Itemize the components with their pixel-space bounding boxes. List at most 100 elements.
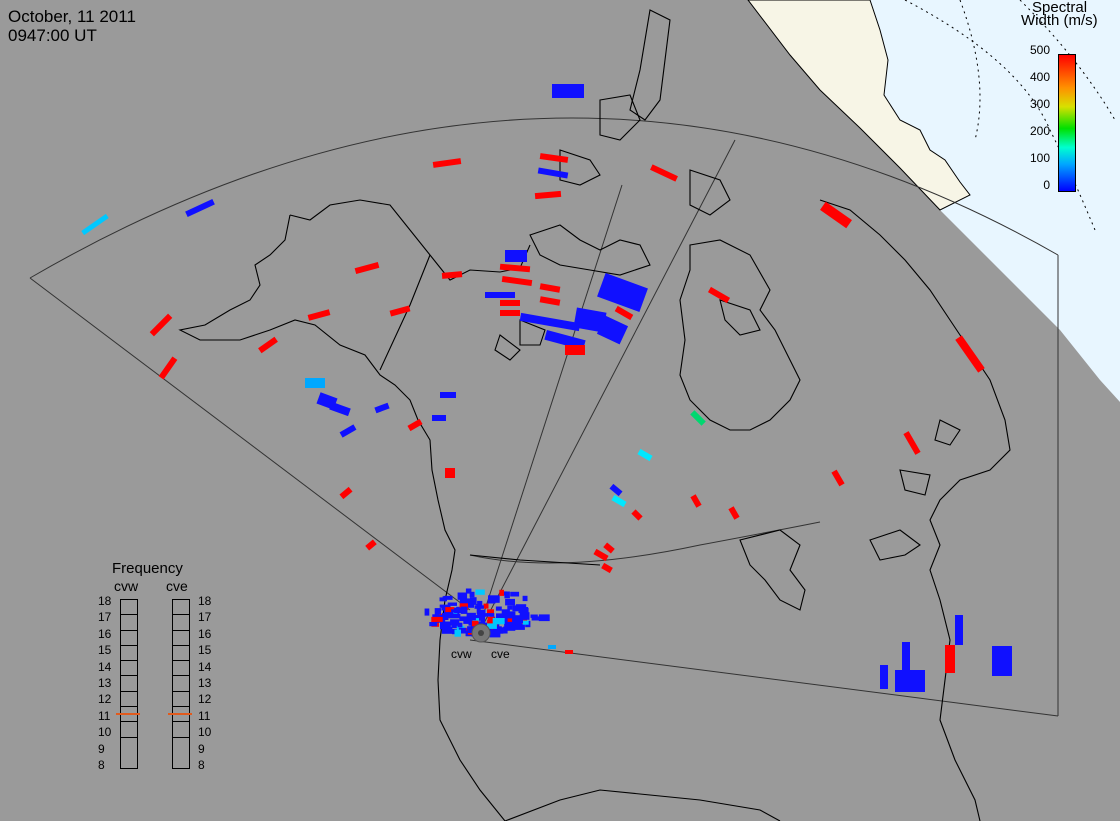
time-label: 0947:00 UT (8, 26, 97, 45)
radar-return-cell (504, 621, 510, 626)
radar-return-cell (429, 622, 438, 627)
radar-return-cell (442, 612, 449, 620)
frequency-bar-cve (172, 599, 190, 769)
radar-return-cell (537, 167, 569, 179)
radar-return-cell (493, 627, 504, 634)
frequency-scale-label: 10 (98, 725, 112, 740)
radar-return-cell (565, 345, 585, 355)
radar-return-cell (503, 626, 508, 634)
radar-return-cell (565, 650, 573, 654)
radar-return-cell (458, 627, 467, 634)
radar-return-cell (515, 604, 527, 611)
frequency-scale-label: 14 (98, 659, 112, 674)
radar-return-cell (880, 665, 888, 689)
radar-return-cell (480, 618, 486, 626)
radar-return-cell (531, 616, 543, 621)
frequency-cell (121, 692, 137, 708)
radar-return-cell (475, 589, 485, 595)
radar-return-cell (445, 607, 455, 613)
radar-return-cell (469, 591, 475, 598)
radar-return-cell (707, 286, 731, 304)
radar-return-cell (505, 598, 515, 606)
radar-return-cell (597, 273, 648, 312)
radar-return-cell (442, 596, 453, 600)
radar-return-cell (445, 468, 455, 478)
radar-return-cell (389, 305, 411, 317)
frequency-scale-label: 11 (98, 708, 111, 723)
frequency-marker-cve (168, 712, 192, 715)
radar-return-cell (499, 263, 531, 273)
frequency-radar-cve: cve (166, 578, 188, 594)
radar-return-cell (500, 310, 520, 316)
radar-return-cell (439, 604, 445, 608)
radar-return-cell (603, 542, 615, 554)
frequency-scale-label: 12 (98, 692, 112, 707)
colorbar-unit: Width (m/s) (1021, 12, 1098, 29)
greenland-coast (747, 0, 971, 211)
radar-return-cell (522, 620, 529, 625)
radar-return-cell (509, 611, 516, 619)
frequency-cell (173, 707, 189, 723)
radar-return-cell (432, 158, 462, 168)
frequency-marker-cvw (116, 712, 140, 715)
radar-return-cell (450, 619, 460, 625)
frequency-cell (173, 631, 189, 646)
radar-return-cell (460, 606, 468, 614)
frequency-cell (173, 692, 189, 708)
radar-returns (81, 84, 1012, 692)
radar-return-cell (487, 619, 498, 627)
frequency-cell (173, 676, 189, 692)
frequency-cell (121, 646, 137, 662)
frequency-scale-label: 17 (198, 610, 212, 625)
radar-return-cell (307, 309, 331, 321)
colorbar-tick: 0 (1043, 178, 1050, 192)
radar-return-cell (492, 618, 505, 624)
frequency-cell (121, 676, 137, 692)
colorbar-tick: 300 (1029, 97, 1050, 111)
radar-return-cell (185, 198, 215, 218)
radar-return-cell (471, 620, 479, 627)
radar-return-cell (504, 624, 516, 631)
radar-return-cell (485, 613, 495, 617)
radar-return-cell (477, 610, 485, 618)
frequency-title: Frequency (112, 560, 183, 577)
radar-return-cell (468, 602, 474, 608)
frequency-cell (121, 631, 137, 646)
radar-return-cell (339, 424, 357, 438)
radar-return-cell (466, 612, 476, 621)
frequency-cell (173, 646, 189, 662)
frequency-cell (173, 661, 189, 677)
radar-return-cell (509, 615, 521, 621)
radar-return-cell (487, 623, 497, 629)
frequency-cell (121, 738, 137, 753)
frequency-scale-label: 16 (98, 626, 112, 641)
radar-label-west: cvw (451, 647, 472, 661)
radar-return-cell (530, 614, 538, 618)
colorbar-title: Spectral (1032, 0, 1088, 16)
radar-return-cell (534, 190, 562, 200)
frequency-scale-label: 17 (98, 610, 112, 625)
radar-return-cell (258, 336, 278, 354)
radar-return-cell (439, 597, 447, 602)
radar-return-cell (487, 609, 494, 615)
radar-return-cell (522, 595, 528, 602)
frequency-scale-label: 14 (198, 659, 212, 674)
radar-return-cell (504, 591, 510, 599)
radar-return-cell (463, 617, 470, 624)
radar-return-cell (728, 506, 740, 520)
radar-label-east: cve (491, 647, 510, 661)
radar-return-cell (487, 616, 495, 621)
colorbar-tick: 100 (1029, 151, 1050, 165)
radar-return-cell (902, 642, 910, 670)
frequency-scale-label: 10 (198, 725, 212, 740)
frequency-cell (121, 722, 137, 738)
radar-return-cell (519, 312, 581, 332)
radar-return-cell (496, 613, 507, 620)
radar-return-cell (448, 610, 460, 619)
frequency-cell (173, 615, 189, 631)
radar-return-cell (548, 645, 556, 649)
frequency-scale-label: 18 (198, 594, 212, 608)
radar-return-cell (501, 275, 533, 287)
colorbar-tick: 400 (1029, 70, 1050, 84)
